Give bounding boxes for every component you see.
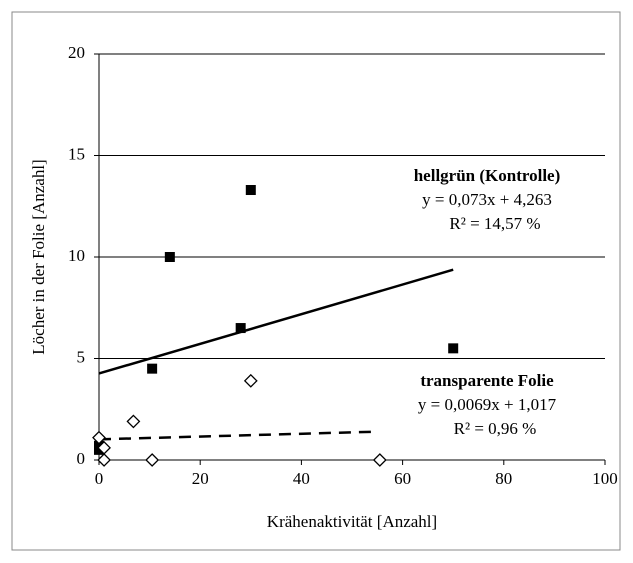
y-tick-label: 5 <box>77 347 86 366</box>
series-label: transparente Folie <box>420 371 554 390</box>
y-tick-label: 10 <box>68 246 85 265</box>
series-label: hellgrün (Kontrolle) <box>414 166 561 185</box>
trendline <box>98 268 454 375</box>
frame <box>11 11 621 551</box>
x-tick-label: 40 <box>293 469 310 488</box>
point <box>372 453 387 467</box>
equation: y = 0,0069x + 1,017 <box>418 395 557 414</box>
x-tick-label: 80 <box>495 469 512 488</box>
point <box>145 453 160 467</box>
y-tick-label: 20 <box>68 43 85 62</box>
point <box>94 440 104 451</box>
point <box>147 363 158 374</box>
r-squared: R² = 14,57 % <box>449 214 540 233</box>
x-tick-label: 60 <box>394 469 411 488</box>
point <box>92 430 106 445</box>
trendline <box>98 430 378 441</box>
point <box>235 323 246 334</box>
point <box>243 373 258 388</box>
y-tick-label: 0 <box>77 449 86 468</box>
x-axis-title: Krähenaktivität [Anzahl] <box>267 512 437 531</box>
point <box>164 252 175 262</box>
x-tick-label: 20 <box>192 469 209 488</box>
point <box>448 343 459 354</box>
point <box>245 185 256 196</box>
x-tick-label: 100 <box>592 469 618 488</box>
r-squared: R² = 0,96 % <box>454 419 537 438</box>
x-tick-label: 0 <box>95 469 104 488</box>
y-tick-label: 15 <box>68 144 85 163</box>
point <box>97 453 111 467</box>
point <box>126 414 141 429</box>
y-axis-title: Löcher in der Folie [Anzahl] <box>29 159 48 354</box>
equation: y = 0,073x + 4,263 <box>422 190 552 209</box>
